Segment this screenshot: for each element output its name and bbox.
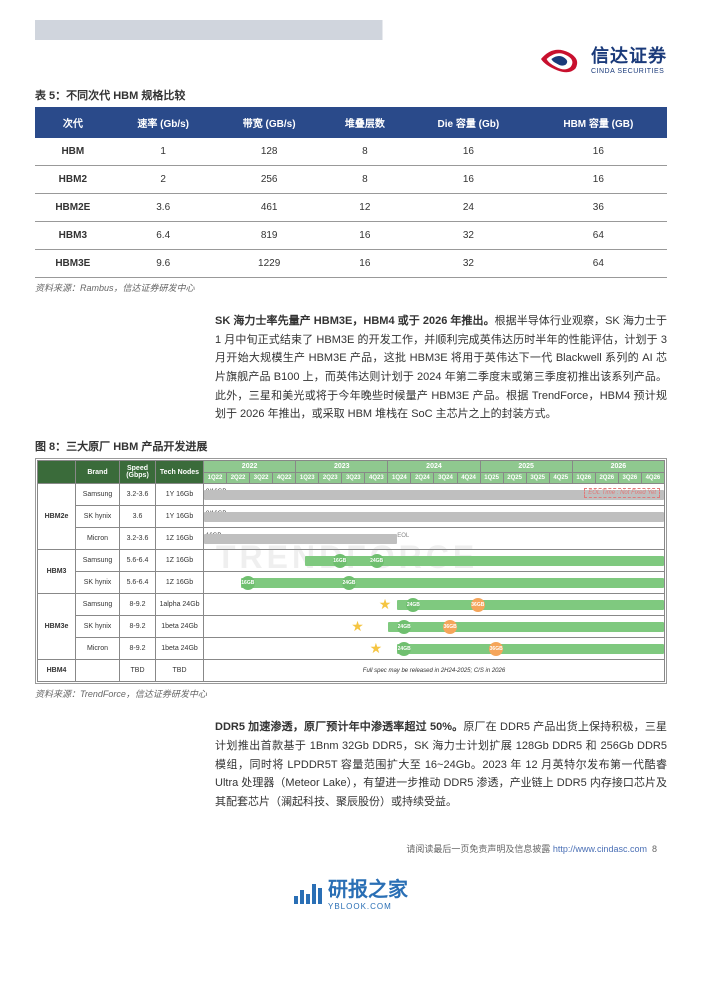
table-cell: HBM bbox=[35, 138, 111, 166]
table-cell: 64 bbox=[530, 250, 667, 278]
fig8-source: 资料来源：TrendForce，信达证券研发中心 bbox=[35, 687, 667, 700]
table-header-cell: 次代 bbox=[35, 107, 111, 138]
table-cell: 128 bbox=[216, 138, 323, 166]
logo: 信达证券 CINDA SECURITIES bbox=[537, 42, 667, 75]
fig8-row: Micron8-9.21beta 24Gb★24GB36GB bbox=[38, 638, 665, 660]
bottom-logo: 研报之家 YBLOOK.COM bbox=[35, 873, 667, 911]
fig8: TRENDFORCE BrandSpeed (Gbps)Tech Nodes20… bbox=[35, 458, 667, 684]
header-bar bbox=[35, 20, 667, 40]
bottom-logo-sub: YBLOOK.COM bbox=[328, 902, 408, 911]
table-cell: 1 bbox=[111, 138, 216, 166]
table-cell: 16 bbox=[530, 166, 667, 194]
table-cell: 6.4 bbox=[111, 222, 216, 250]
table-cell: HBM2 bbox=[35, 166, 111, 194]
fig8-row: SK hynix5.6-6.41Z 16Gb16GB24GB bbox=[38, 572, 665, 594]
table5-source: 资料来源：Rambus，信达证券研发中心 bbox=[35, 281, 667, 294]
table-cell: 32 bbox=[407, 250, 530, 278]
fig8-row: SK hynix3.61Y 16Gb8/16GB bbox=[38, 506, 665, 528]
footer-text: 请阅读最后一页免责声明及信息披露 bbox=[406, 844, 550, 854]
table-row: HBM3E9.61229163264 bbox=[35, 250, 667, 278]
table-cell: HBM2E bbox=[35, 194, 111, 222]
table-cell: 64 bbox=[530, 222, 667, 250]
footer: 请阅读最后一页免责声明及信息披露 http://www.cindasc.com … bbox=[35, 842, 667, 855]
table-row: HBM36.4819163264 bbox=[35, 222, 667, 250]
fig8-row: HBM4TBDTBDFull spec may be released in 2… bbox=[38, 660, 665, 682]
table5: 次代速率 (Gb/s)带宽 (GB/s)堆叠层数Die 容量 (Gb)HBM 容… bbox=[35, 107, 667, 278]
table-cell: HBM3 bbox=[35, 222, 111, 250]
fig8-row: HBM3Samsung5.6-6.41Z 16Gb16GB24GB bbox=[38, 550, 665, 572]
table-cell: 24 bbox=[407, 194, 530, 222]
table-cell: 461 bbox=[216, 194, 323, 222]
table-cell: 16 bbox=[323, 222, 407, 250]
table-cell: 1229 bbox=[216, 250, 323, 278]
logo-swirl-icon bbox=[537, 43, 585, 75]
paragraph-2: DDR5 加速渗透，原厂预计年中渗透率超过 50%。原厂在 DDR5 产品出货上… bbox=[215, 718, 667, 811]
table-cell: 16 bbox=[407, 138, 530, 166]
table-cell: 32 bbox=[407, 222, 530, 250]
table-row: HBM2E3.6461122436 bbox=[35, 194, 667, 222]
fig8-row: Micron3.2-3.61Z 16Gb16GBEOL bbox=[38, 528, 665, 550]
logo-cn: 信达证券 bbox=[591, 42, 667, 68]
fig8-row: SK hynix8-9.21beta 24Gb★24GB36GB bbox=[38, 616, 665, 638]
fig8-row: HBM3eSamsung8-9.21alpha 24Gb★24GB36GB bbox=[38, 594, 665, 616]
table-cell: 16 bbox=[407, 166, 530, 194]
table-header-cell: 堆叠层数 bbox=[323, 107, 407, 138]
table-row: HBM112881616 bbox=[35, 138, 667, 166]
table-cell: 36 bbox=[530, 194, 667, 222]
table-cell: HBM3E bbox=[35, 250, 111, 278]
table-header-cell: 带宽 (GB/s) bbox=[216, 107, 323, 138]
page-number: 8 bbox=[652, 844, 657, 854]
table-header-cell: Die 容量 (Gb) bbox=[407, 107, 530, 138]
table-cell: 16 bbox=[530, 138, 667, 166]
table-cell: 12 bbox=[323, 194, 407, 222]
table-header-cell: 速率 (Gb/s) bbox=[111, 107, 216, 138]
table-cell: 16 bbox=[323, 250, 407, 278]
bottom-logo-text: 研报之家 bbox=[328, 873, 408, 902]
table-cell: 3.6 bbox=[111, 194, 216, 222]
table-row: HBM2225681616 bbox=[35, 166, 667, 194]
table-cell: 256 bbox=[216, 166, 323, 194]
header: 信达证券 CINDA SECURITIES bbox=[35, 42, 667, 75]
table-cell: 2 bbox=[111, 166, 216, 194]
paragraph-1: SK 海力士率先量产 HBM3E，HBM4 或于 2026 年推出。根据半导体行… bbox=[215, 312, 667, 424]
fig8-row: HBM2eSamsung3.2-3.61Y 16Gb8/16GBEOL Time… bbox=[38, 484, 665, 506]
table-cell: 819 bbox=[216, 222, 323, 250]
table5-caption: 表 5：不同次代 HBM 规格比较 bbox=[35, 87, 667, 103]
table-cell: 8 bbox=[323, 138, 407, 166]
table-cell: 8 bbox=[323, 166, 407, 194]
table-header-cell: HBM 容量 (GB) bbox=[530, 107, 667, 138]
bars-icon bbox=[294, 880, 322, 904]
footer-link[interactable]: http://www.cindasc.com bbox=[553, 844, 647, 854]
fig8-caption: 图 8：三大原厂 HBM 产品开发进展 bbox=[35, 438, 667, 454]
logo-en: CINDA SECURITIES bbox=[591, 68, 667, 75]
table-cell: 9.6 bbox=[111, 250, 216, 278]
